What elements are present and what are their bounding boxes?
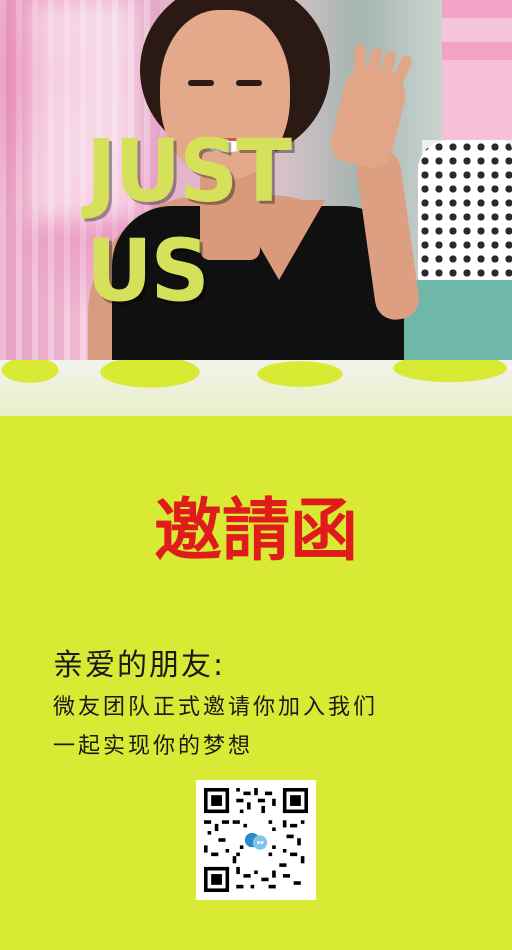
right-eye [236, 80, 262, 86]
left-eye [188, 80, 214, 86]
torn-edge [0, 360, 512, 416]
chat-bubbles-icon [243, 827, 269, 853]
message-line-2: 一起实现你的梦想 [53, 734, 254, 759]
hero-photo: JUST US [0, 0, 512, 374]
brand-logo: JUST US [86, 122, 292, 322]
window-light [30, 0, 140, 220]
smile [204, 138, 246, 152]
face [160, 10, 290, 180]
pink-shelf [442, 0, 512, 140]
qr-code[interactable] [196, 780, 316, 900]
qr-pattern [204, 788, 308, 892]
invitation-title: 邀請函 [153, 492, 358, 571]
message-line-1: 微友团队正式邀请你加入我们 [53, 695, 379, 720]
neckline [233, 200, 325, 280]
greeting: 亲爱的朋友: [53, 648, 226, 683]
